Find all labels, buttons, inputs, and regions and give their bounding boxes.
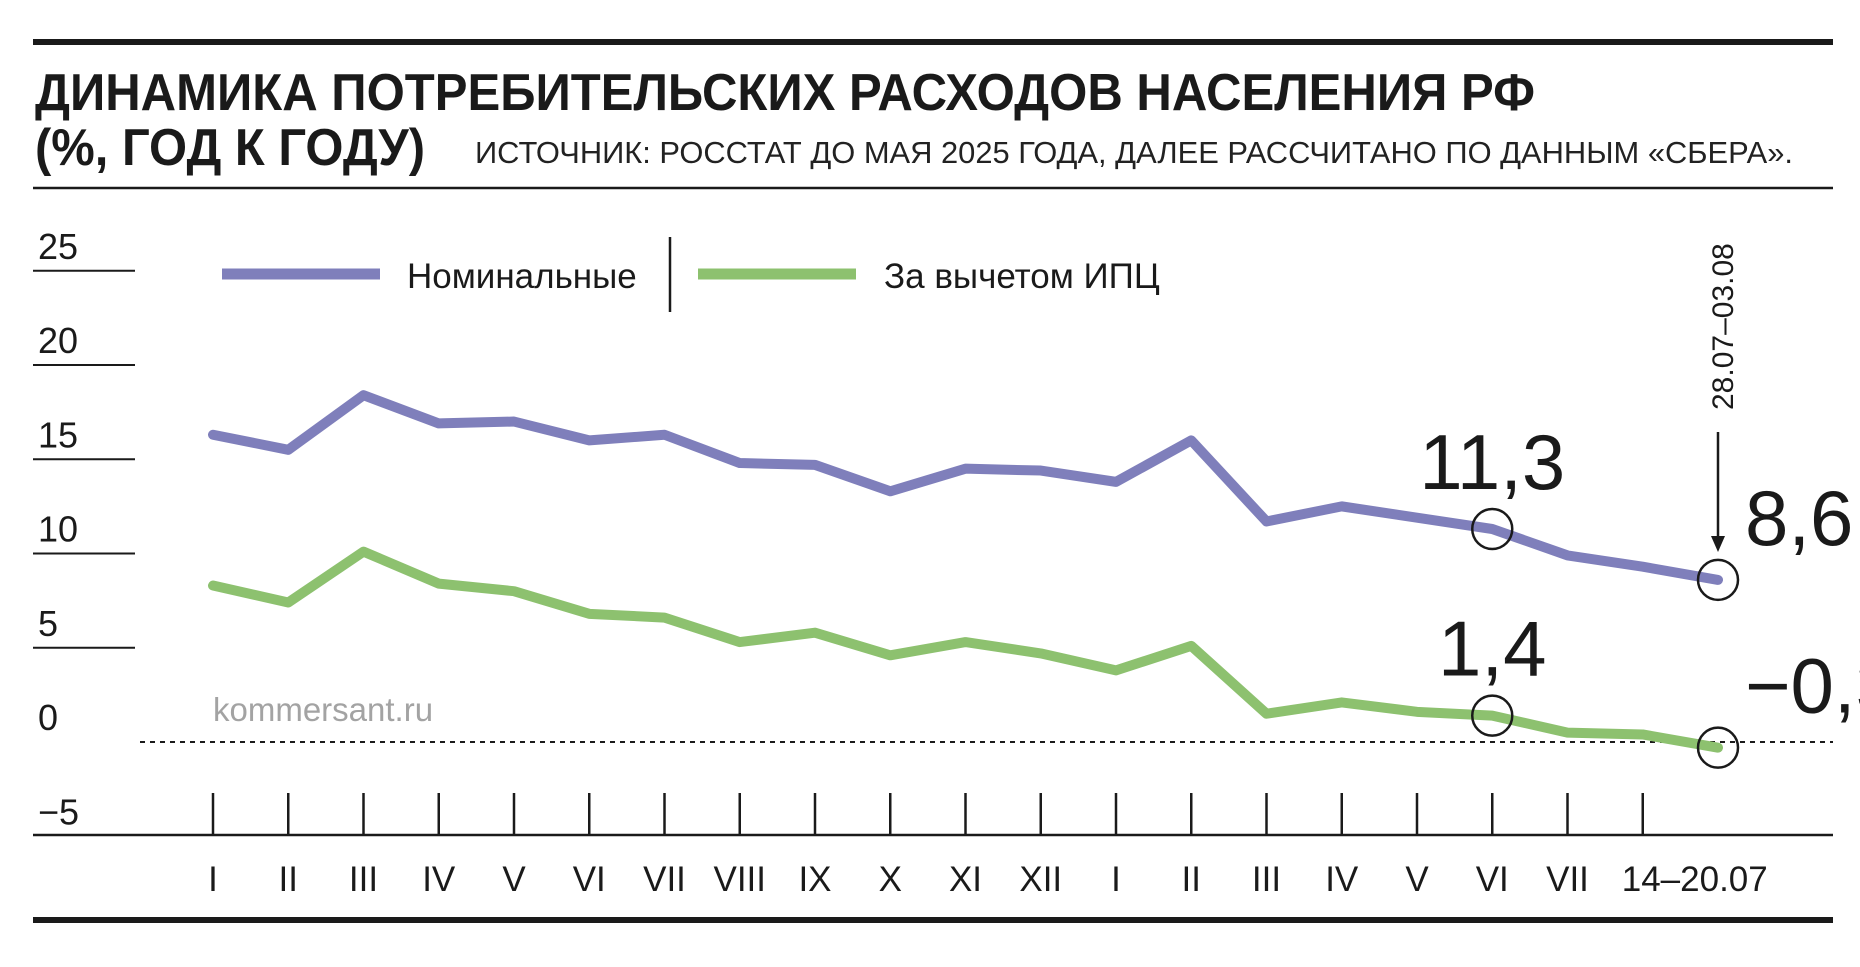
y-tick-label: 25 (38, 226, 78, 267)
data-point (509, 417, 519, 427)
data-point (434, 418, 444, 428)
data-point (660, 430, 669, 440)
annotation-circle (1471, 507, 1514, 551)
data-point (660, 613, 669, 623)
data-point (810, 628, 820, 638)
y-tick-label: 20 (38, 320, 78, 361)
data-point (735, 458, 745, 468)
x-tick-label: X (879, 860, 902, 899)
data-point (1713, 575, 1723, 585)
annotation-label: 8,6 (1745, 474, 1853, 562)
data-point (208, 581, 218, 591)
x-tick-label: I (208, 860, 218, 899)
annotation-label: 1,4 (1438, 605, 1546, 693)
y-tick-label: 5 (38, 603, 58, 644)
data-point (1036, 466, 1046, 476)
annotation-circle (1696, 558, 1740, 602)
data-point (1638, 562, 1648, 572)
data-point (283, 598, 293, 608)
x-tick-label: XI (949, 860, 982, 899)
x-tick-label: 14–20.07 (1622, 860, 1768, 899)
period-label: 28.07–03.08 (1707, 243, 1740, 410)
x-tick-label: VI (1476, 860, 1509, 899)
data-point (1111, 477, 1121, 487)
data-point (1111, 665, 1121, 675)
x-tick-label: VI (573, 860, 606, 899)
chart-title-line1: ДИНАМИКА ПОТРЕБИТЕЛЬСКИХ РАСХОДОВ НАСЕЛЕ… (35, 64, 1535, 122)
data-point (885, 486, 895, 496)
data-point (1412, 707, 1422, 717)
data-point (1186, 641, 1196, 651)
legend-label-real: За вычетом ИПЦ (884, 257, 1160, 296)
data-point (359, 547, 368, 557)
x-tick-label: XII (1019, 860, 1062, 899)
data-point (1412, 513, 1422, 523)
x-tick-label: I (1111, 860, 1121, 899)
data-point (359, 390, 368, 400)
chart-title-line2: (%, ГОД К ГОДУ) (35, 119, 425, 177)
x-tick-label: III (349, 860, 378, 899)
data-point (1337, 697, 1347, 707)
annotation-circle (1696, 726, 1740, 769)
x-tick-label: IV (1325, 860, 1359, 899)
y-tick-label: 10 (38, 509, 78, 550)
annotation-label: 11,3 (1419, 418, 1565, 506)
data-point (885, 650, 895, 660)
x-tick-label: VII (1546, 860, 1589, 899)
y-tick-label: 0 (38, 697, 58, 738)
annotation-circle (1471, 694, 1514, 737)
data-point (1036, 648, 1046, 658)
data-point (208, 430, 218, 440)
data-point (1186, 435, 1196, 445)
x-tick-label: VII (643, 860, 686, 899)
x-tick-label: VIII (713, 860, 766, 899)
data-point (1713, 743, 1723, 753)
x-tick-label: II (279, 860, 298, 899)
data-point (1337, 501, 1347, 511)
x-tick-label: IX (798, 860, 831, 899)
y-tick-label: 15 (38, 414, 78, 455)
chart-source: ИСТОЧНИК: РОССТАТ ДО МАЯ 2025 ГОДА, ДАЛЕ… (475, 135, 1793, 170)
data-point (1262, 516, 1271, 526)
annotation-label: −0,3 (1745, 642, 1860, 730)
data-point (1563, 728, 1572, 738)
x-tick-label: V (502, 860, 526, 899)
legend-label-nominal: Номинальные (407, 257, 637, 296)
data-point (1262, 709, 1271, 719)
y-tick-label: −5 (38, 791, 79, 832)
data-point (1638, 729, 1648, 739)
data-point (961, 637, 970, 647)
data-point (1487, 711, 1497, 721)
data-point (1563, 550, 1572, 560)
x-tick-label: III (1252, 860, 1281, 899)
x-tick-label: V (1405, 860, 1429, 899)
period-arrow-head (1711, 536, 1725, 552)
data-point (735, 637, 745, 647)
data-point (1487, 524, 1497, 534)
data-point (961, 464, 970, 474)
x-tick-label: II (1182, 860, 1201, 899)
x-tick-label: IV (422, 860, 456, 899)
data-point (810, 460, 820, 470)
data-point (283, 445, 293, 455)
watermark: kommersant.ru (213, 691, 433, 728)
data-point (584, 609, 594, 619)
data-point (434, 579, 444, 589)
data-point (509, 586, 519, 596)
data-point (584, 435, 594, 445)
